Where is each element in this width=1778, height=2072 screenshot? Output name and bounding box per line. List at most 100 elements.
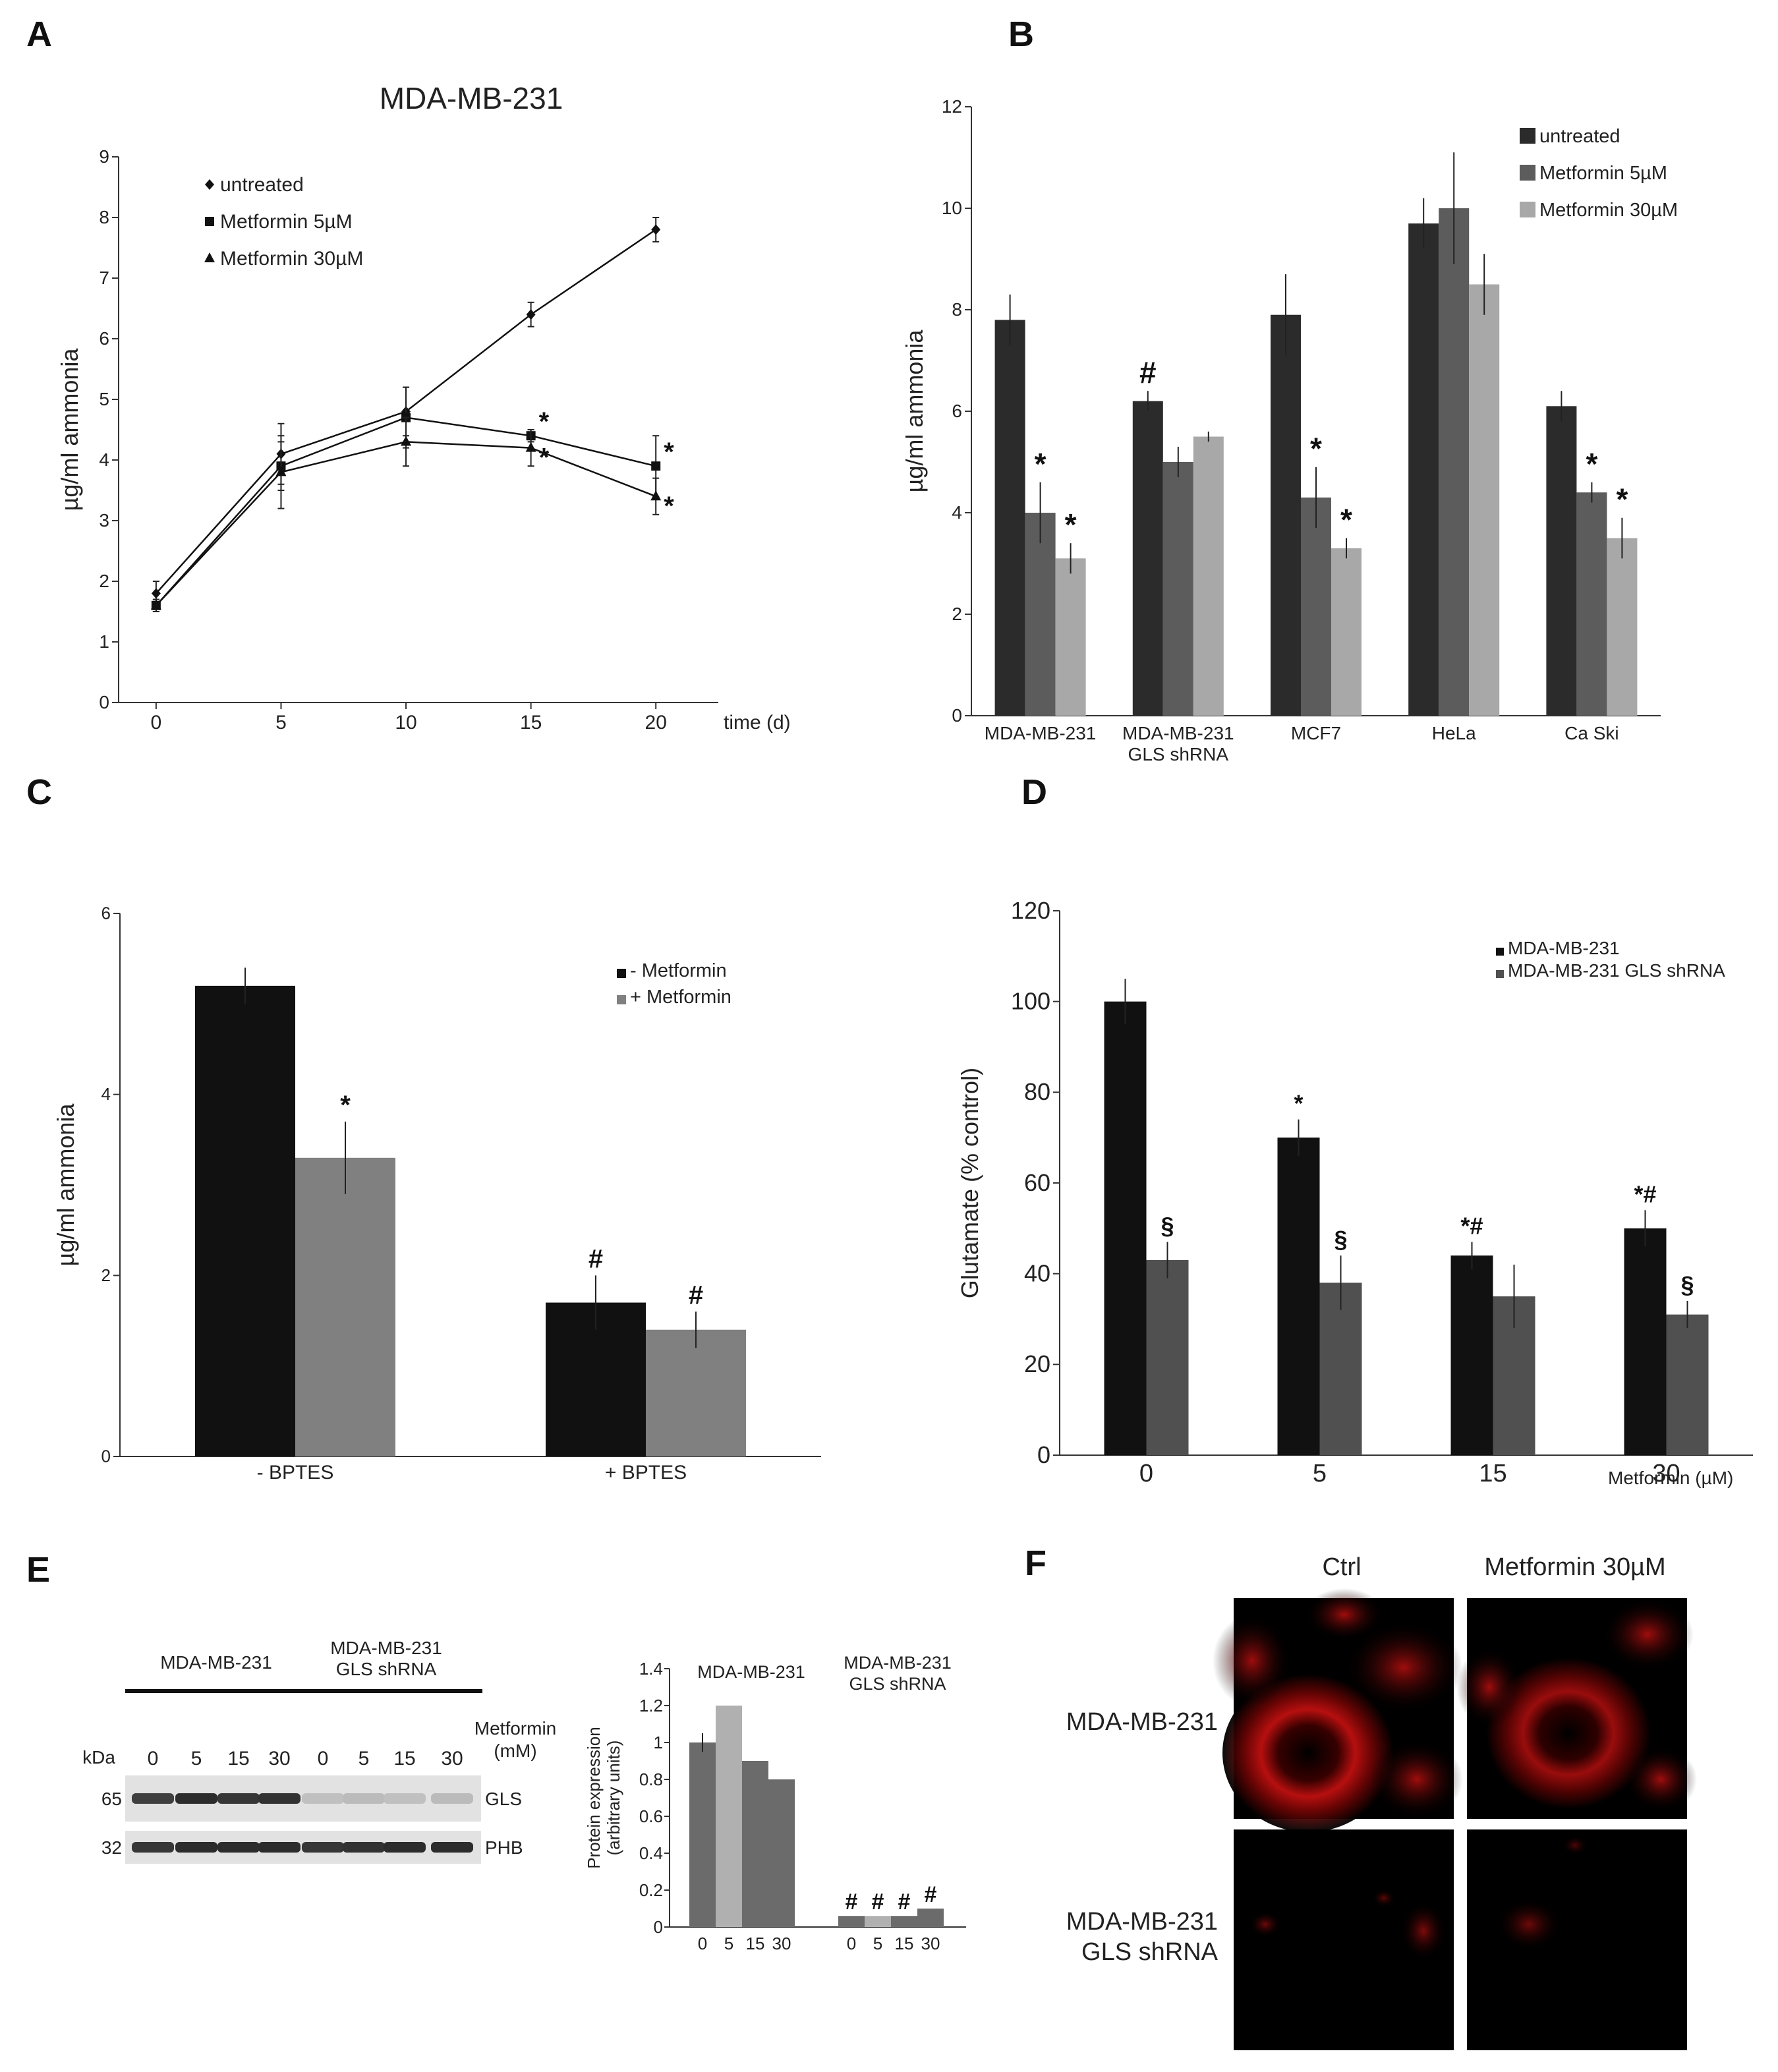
blot-band (175, 1842, 217, 1853)
panel-letter-c: C (26, 772, 52, 812)
significance-marker: # (872, 1889, 884, 1914)
y-tick-label: 0.8 (639, 1770, 663, 1789)
y-tick-label: 1.2 (639, 1696, 663, 1715)
legend-label: + Metformin (630, 987, 731, 1008)
y-tick-label: 1 (654, 1733, 663, 1752)
blot-lane-label: 0 (318, 1748, 329, 1770)
significance-marker: * (539, 444, 550, 473)
bar-1 (195, 985, 295, 1456)
panel-d-bar-chart: 0 20 40 60 80 100 120 § 0 * § 5 *# 15 *# § 30 Glutamate (… (956, 897, 1753, 1488)
bar-2 (1025, 513, 1056, 716)
panel-letter-b: B (1008, 14, 1034, 54)
legend-marker (205, 179, 214, 190)
panel-e-bar-chart: 0 0.2 0.4 0.6 0.8 1 1.2 1.4 Protein expression (a… (584, 1653, 966, 1953)
legend-marker (204, 252, 215, 262)
panel-a-line-chart: MDA-MB-231 0 1 2 3 4 5 6 7 8 9 0 5 10 15 20 time (d) µg/m… (56, 81, 791, 734)
y-tick-label: 120 (1011, 897, 1050, 924)
y-tick-label: 6 (101, 904, 111, 923)
category-label-line-2: GLS shRNA (1128, 744, 1229, 764)
panel-letter-a: A (26, 14, 52, 54)
blot-band (343, 1793, 385, 1804)
micrograph-ctrl-wt (1213, 1588, 1463, 1832)
y-tick-label: 0 (101, 1447, 111, 1466)
blot-band (175, 1793, 217, 1804)
bar-1 (1450, 1255, 1493, 1455)
legend-swatch (1496, 970, 1504, 978)
bar-2 (1146, 1260, 1189, 1455)
blot-lane-label: 5 (358, 1748, 370, 1770)
x-tick-label: 20 (645, 712, 667, 734)
bar-1 (994, 320, 1025, 716)
category-label: Ca Ski (1564, 723, 1619, 743)
bar-1 (716, 1706, 742, 1927)
category-label: + BPTES (605, 1462, 687, 1483)
legend-label: MDA-MB-231 GLS shRNA (1508, 960, 1725, 981)
data-point-diamond (526, 309, 536, 320)
bar-1 (768, 1779, 795, 1927)
significance-marker: * (1035, 447, 1047, 481)
significance-marker: * (1586, 447, 1597, 481)
significance-marker: * (1310, 432, 1322, 466)
bar-2 (646, 1329, 746, 1456)
blot-band (384, 1793, 426, 1804)
category-label: 0 (1139, 1460, 1153, 1487)
blot-lane-label: 15 (393, 1748, 415, 1770)
y-axis-label-line-2: (arbitrary units) (604, 1741, 623, 1856)
significance-marker: § (1680, 1271, 1694, 1298)
x-tick-label: 15 (895, 1934, 914, 1953)
legend-label: Metformin 5µM (1539, 163, 1667, 184)
bar-1 (1624, 1228, 1667, 1455)
category-label: MCF7 (1291, 723, 1341, 743)
x-tick-label: 0 (847, 1934, 856, 1953)
panel-c-bar-chart: 0 2 4 6 * - BPTES # # + BPTES µg/ml ammonia - Metf… (52, 904, 821, 1483)
significance-marker: # (898, 1889, 911, 1914)
y-tick-label: 0.6 (639, 1806, 663, 1826)
data-point-square (651, 461, 661, 471)
significance-marker: # (588, 1244, 603, 1273)
y-tick-label: 80 (1024, 1078, 1050, 1105)
category-label: HeLa (1432, 723, 1476, 743)
bar-3 (1331, 548, 1362, 716)
significance-marker: § (1334, 1226, 1347, 1253)
group-label-2-line-1: MDA-MB-231 (844, 1653, 952, 1673)
blot-band (132, 1793, 174, 1804)
y-tick-label: 100 (1011, 988, 1050, 1015)
blot-band (431, 1842, 473, 1853)
legend-swatch (617, 995, 626, 1004)
y-tick-label: 3 (99, 510, 109, 531)
y-tick-label: 0 (99, 692, 109, 712)
legend-label: MDA-MB-231 (1508, 938, 1620, 958)
significance-marker: # (689, 1281, 703, 1309)
legend-swatch (1520, 202, 1535, 217)
group-label-2-line-2: GLS shRNA (849, 1674, 946, 1694)
panel-letter-e: E (26, 1550, 50, 1590)
y-tick-label: 0 (654, 1917, 663, 1937)
significance-marker: * (1065, 507, 1077, 542)
significance-marker: # (925, 1882, 937, 1907)
blot-group-label-2-line-2: GLS shRNA (336, 1659, 437, 1679)
x-tick-label: 30 (921, 1934, 940, 1953)
data-point-triangle (525, 442, 536, 452)
y-tick-label: 9 (99, 146, 109, 167)
y-axis-label: µg/ml ammonia (901, 330, 928, 493)
y-axis-label-line-1: Protein expression (584, 1727, 604, 1868)
blot-band (431, 1793, 473, 1804)
y-tick-label: 4 (99, 449, 109, 470)
blot-band (132, 1842, 174, 1853)
blot-treatment-label-line-2: (mM) (494, 1741, 536, 1761)
blot-band (258, 1842, 301, 1853)
data-point-diamond (151, 588, 161, 599)
blot-band (302, 1793, 344, 1804)
y-axis-label: µg/ml ammonia (56, 348, 83, 511)
blot-lane-label: 30 (441, 1748, 463, 1770)
y-tick-label: 5 (99, 389, 109, 409)
bar-2 (1576, 492, 1607, 716)
microscopy-row-1: MDA-MB-231 (1066, 1708, 1218, 1736)
legend-label: Metformin 5µM (220, 211, 353, 233)
significance-marker: * (1616, 482, 1628, 517)
y-tick-label: 0.2 (639, 1880, 663, 1900)
legend-swatch (1520, 165, 1535, 181)
bar-3 (1607, 538, 1638, 716)
